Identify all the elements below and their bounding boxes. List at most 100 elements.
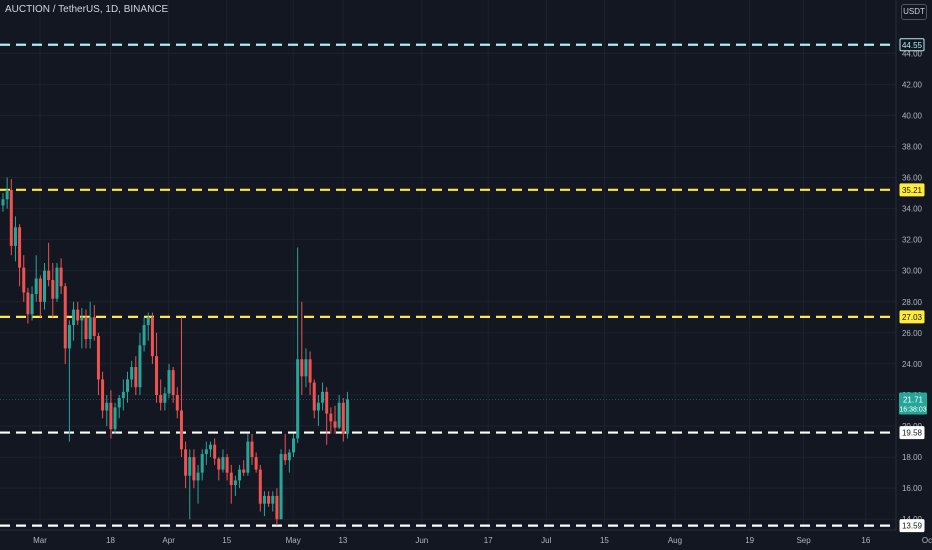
- candle[interactable]: [184, 441, 188, 489]
- y-tick-label: 34.00: [902, 205, 923, 214]
- candle[interactable]: [72, 301, 76, 341]
- candle[interactable]: [229, 464, 233, 504]
- candle[interactable]: [325, 387, 329, 445]
- candle[interactable]: [296, 247, 300, 444]
- candle[interactable]: [121, 379, 125, 411]
- candle[interactable]: [63, 283, 67, 364]
- candle[interactable]: [304, 348, 308, 388]
- candle[interactable]: [130, 360, 134, 388]
- candle[interactable]: [80, 308, 84, 349]
- candle[interactable]: [9, 179, 13, 256]
- candle[interactable]: [267, 491, 271, 507]
- candle[interactable]: [200, 449, 204, 481]
- candle[interactable]: [316, 394, 320, 427]
- level-price-label: 44.55: [902, 41, 923, 50]
- candle[interactable]: [188, 449, 192, 520]
- y-tick-label: 28.00: [902, 298, 923, 307]
- candle[interactable]: [142, 317, 146, 352]
- candle[interactable]: [18, 224, 22, 287]
- candle[interactable]: [51, 262, 55, 318]
- x-tick-label: 16: [861, 536, 870, 545]
- candle[interactable]: [138, 332, 142, 395]
- candle[interactable]: [163, 387, 167, 411]
- candle-body: [76, 309, 80, 321]
- candle[interactable]: [209, 441, 212, 458]
- candle[interactable]: [43, 262, 46, 310]
- candle[interactable]: [250, 433, 254, 465]
- candle[interactable]: [225, 454, 229, 481]
- candle[interactable]: [258, 464, 262, 512]
- candle[interactable]: [333, 405, 337, 434]
- candle[interactable]: [150, 312, 154, 364]
- currency-unit-button[interactable]: USDT: [901, 4, 927, 20]
- candle-body: [254, 457, 258, 470]
- candle[interactable]: [238, 464, 242, 489]
- candle[interactable]: [300, 301, 304, 395]
- candle[interactable]: [34, 255, 38, 302]
- candle[interactable]: [329, 407, 333, 434]
- candle[interactable]: [76, 301, 80, 326]
- candle[interactable]: [292, 433, 295, 458]
- candle[interactable]: [126, 371, 129, 403]
- candle[interactable]: [217, 457, 221, 481]
- candle[interactable]: [88, 301, 92, 349]
- candle-body: [225, 457, 229, 473]
- candle[interactable]: [167, 363, 171, 399]
- candle[interactable]: [337, 394, 341, 430]
- candle[interactable]: [105, 394, 109, 427]
- candle[interactable]: [59, 258, 63, 295]
- candle[interactable]: [117, 394, 121, 419]
- candle[interactable]: [254, 452, 258, 473]
- candle[interactable]: [67, 320, 71, 442]
- candle[interactable]: [146, 312, 150, 341]
- candle[interactable]: [13, 216, 17, 262]
- candle[interactable]: [101, 371, 105, 419]
- candle[interactable]: [275, 488, 279, 526]
- candle[interactable]: [221, 449, 225, 473]
- candle[interactable]: [341, 398, 345, 442]
- candle[interactable]: [134, 356, 138, 395]
- candle[interactable]: [175, 387, 179, 419]
- candle[interactable]: [92, 304, 96, 341]
- candle[interactable]: [47, 242, 51, 287]
- candle[interactable]: [30, 286, 34, 321]
- candle[interactable]: [279, 449, 283, 520]
- candle[interactable]: [308, 351, 312, 395]
- candle[interactable]: [109, 390, 113, 439]
- candle[interactable]: [196, 464, 200, 504]
- candle[interactable]: [155, 332, 159, 403]
- candle[interactable]: [55, 262, 59, 302]
- candle[interactable]: [246, 433, 250, 476]
- level-price-tag: [899, 183, 925, 197]
- candle-body: [18, 227, 22, 268]
- candle[interactable]: [38, 275, 42, 318]
- candle[interactable]: [287, 449, 291, 473]
- candle-body: [121, 391, 125, 399]
- candle[interactable]: [84, 309, 88, 349]
- candle[interactable]: [26, 287, 30, 324]
- candle[interactable]: [171, 367, 175, 403]
- candle[interactable]: [321, 382, 325, 411]
- candle[interactable]: [1, 193, 5, 212]
- candle[interactable]: [242, 460, 246, 476]
- candle[interactable]: [5, 177, 9, 209]
- candle[interactable]: [192, 449, 196, 489]
- candle[interactable]: [159, 379, 163, 411]
- candle[interactable]: [22, 255, 26, 302]
- candle[interactable]: [213, 438, 217, 465]
- candle[interactable]: [113, 402, 117, 434]
- candle[interactable]: [345, 391, 349, 439]
- candle[interactable]: [271, 491, 275, 512]
- candle[interactable]: [312, 379, 316, 419]
- candle-body: [126, 379, 129, 392]
- candle[interactable]: [179, 317, 183, 458]
- candle[interactable]: [96, 332, 100, 395]
- candle[interactable]: [233, 475, 237, 496]
- candle[interactable]: [204, 441, 208, 465]
- candle[interactable]: [262, 491, 266, 517]
- candle-body: [163, 393, 167, 403]
- candle[interactable]: [283, 433, 287, 465]
- candle-body: [217, 458, 221, 470]
